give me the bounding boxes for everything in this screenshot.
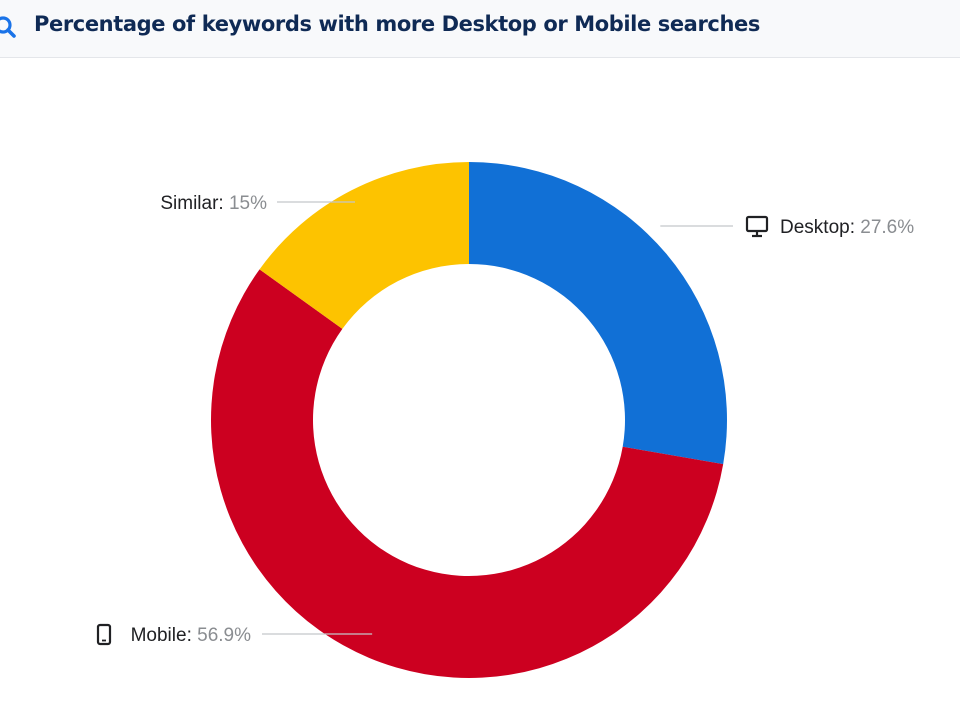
- slice-desktop: [469, 162, 727, 465]
- slice-label-name: Mobile:: [131, 625, 198, 646]
- slice-label-desktop: Desktop: 27.6%: [780, 217, 914, 238]
- chart-header: Percentage of keywords with more Desktop…: [0, 0, 960, 58]
- slice-label-name: Desktop:: [780, 217, 860, 238]
- slice-label-value: 56.9%: [197, 625, 251, 646]
- donut-slices: [210, 162, 727, 678]
- chart-title: Percentage of keywords with more Desktop…: [34, 12, 760, 36]
- slice-label-similar: Similar: 15%: [160, 193, 267, 214]
- slice-label-name: Similar:: [160, 193, 229, 214]
- search-icon: [0, 16, 16, 38]
- slice-labels: Desktop: 27.6% Mobile: 56.9% Similar: 15%: [96, 193, 914, 646]
- slice-similar: [259, 162, 469, 329]
- slice-label-mobile: Mobile: 56.9%: [131, 625, 252, 646]
- slice-label-value: 15%: [229, 193, 267, 214]
- leader-lines: [262, 201, 733, 635]
- mobile-phone-icon: [96, 623, 112, 646]
- slice-label-value: 27.6%: [860, 217, 914, 238]
- desktop-monitor-icon: [745, 215, 769, 238]
- slice-mobile: [210, 269, 724, 678]
